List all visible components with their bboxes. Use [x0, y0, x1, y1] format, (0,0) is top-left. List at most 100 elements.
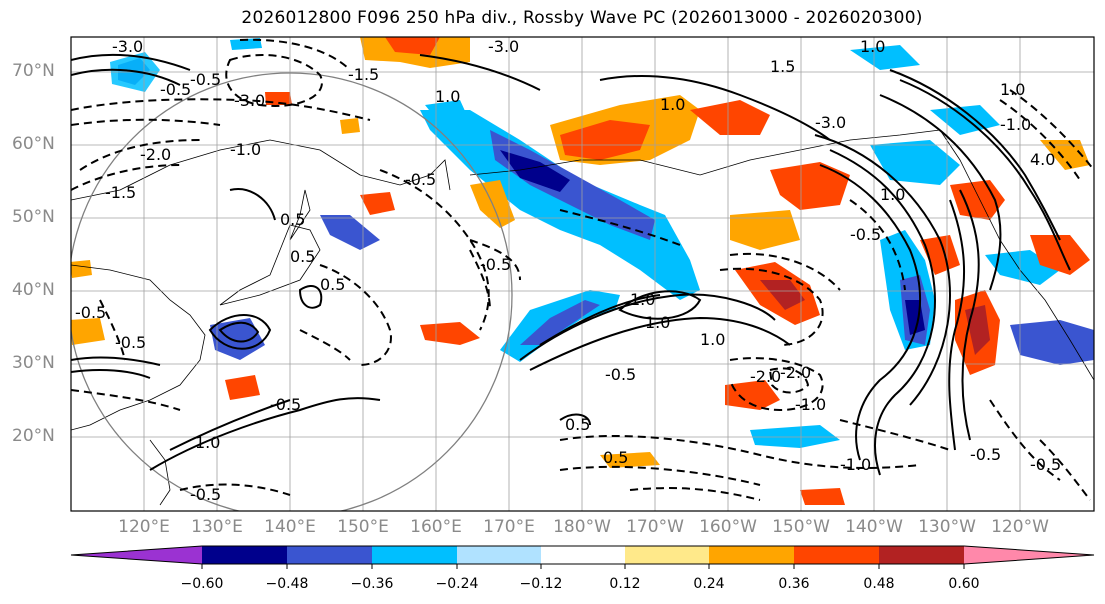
div-positive-region: [225, 375, 260, 400]
contour-label: -3.0: [112, 37, 143, 56]
div-positive-region: [920, 235, 960, 275]
colorbar-tick-label: 0.24: [693, 576, 725, 592]
div-positive-region: [360, 192, 395, 215]
contour-label: -2.0: [750, 367, 781, 386]
div-positive-region: [385, 37, 440, 55]
plot-area: [71, 37, 1094, 511]
div-positive-region: [340, 118, 360, 134]
lon-label-140w: 140°W: [845, 517, 903, 537]
contour-label: 1.0: [195, 433, 220, 452]
div-positive-region: [950, 180, 1005, 220]
contour-label: -1.0: [230, 140, 261, 159]
contour-label: -0.5: [970, 445, 1001, 464]
div-positive-region: [800, 488, 845, 505]
lon-label-150e: 150°E: [337, 517, 389, 537]
contour-label: 0.5: [290, 247, 315, 266]
colorbar-seg-6: [625, 546, 709, 564]
contour-label: 1.0: [660, 95, 685, 114]
lon-label-130w: 130°W: [918, 517, 976, 537]
contour-label: -0.5: [605, 365, 636, 384]
colorbar-tick-label: 0.36: [778, 576, 810, 592]
div-positive-region: [420, 322, 480, 345]
lat-label-50n: 50°N: [12, 207, 55, 227]
colorbar-seg-7: [709, 546, 794, 564]
contour-label: 0.5: [320, 275, 345, 294]
lat-label-20n: 20°N: [12, 426, 55, 446]
colorbar-tick-label: 0.60: [948, 576, 980, 592]
colorbar-tick-label: −0.36: [350, 576, 394, 592]
contour-label: 1.0: [880, 185, 905, 204]
contour-label: -1.0: [795, 395, 826, 414]
coastlines: [71, 129, 1094, 506]
lon-label-160w: 160°W: [699, 517, 757, 537]
colorbar-seg-2: [287, 546, 372, 564]
divergence-shading: [71, 37, 1094, 505]
contour-label: -0.5: [190, 485, 221, 504]
contour-label: -0.5: [850, 225, 881, 244]
div-positive-region: [1030, 235, 1090, 275]
plot-frame: [70, 36, 1095, 512]
contour-label: 1.0: [860, 37, 885, 56]
region-circle: [71, 72, 513, 511]
div-negative-region: [230, 38, 262, 50]
colorbar-tick-label: −0.48: [265, 576, 309, 592]
div-negative-region: [500, 150, 570, 192]
lon-label-120w: 120°W: [991, 517, 1049, 537]
colorbar-seg-3: [372, 546, 457, 564]
div-negative-region: [870, 140, 960, 185]
contour-label: -0.5: [1030, 455, 1061, 474]
div-positive-region: [760, 280, 805, 310]
div-positive-region: [560, 120, 650, 160]
div-negative-region: [1010, 320, 1094, 365]
contour-label: -0.5: [75, 303, 106, 322]
negative-contours: [71, 38, 1094, 501]
colorbar-tick-label: −0.60: [180, 576, 224, 592]
colorbar-seg-4: [457, 546, 541, 564]
contour-label: -2.0: [780, 363, 811, 382]
div-positive-region: [600, 452, 660, 468]
div-negative-region: [520, 300, 600, 345]
contour-label: -0.5: [270, 395, 301, 414]
colorbar-seg-9: [879, 546, 964, 564]
contour-label: 1.5: [770, 57, 795, 76]
map-title: 2026012800 F096 250 hPa div., Rossby Wav…: [241, 8, 923, 28]
lon-label-170w: 170°W: [626, 517, 684, 537]
div-negative-region: [490, 130, 655, 240]
lon-label-170e: 170°E: [483, 517, 535, 537]
contour-label: -1.5: [348, 65, 379, 84]
lat-label-30n: 30°N: [12, 353, 55, 373]
lat-label-70n: 70°N: [12, 61, 55, 81]
div-positive-region: [725, 380, 780, 410]
contour-label: -3.0: [234, 91, 265, 110]
contour-label: -0.5: [160, 80, 191, 99]
contour-label-group: -3.0 -0.5 -0.5 -3.0 -2.0 -1.5 -1.0 0.5 -…: [75, 37, 1061, 504]
div-negative-region: [850, 45, 920, 70]
contour-label: -0.5: [190, 70, 221, 89]
contour-label: -3.0: [815, 113, 846, 132]
div-negative-region: [750, 425, 840, 448]
lat-label-60n: 60°N: [12, 134, 55, 154]
contour-label: -3.0: [488, 37, 519, 56]
colorbar-tick-label: −0.12: [519, 576, 563, 592]
contour-label: 0.5: [280, 210, 305, 229]
contour-label: -1.0: [840, 455, 871, 474]
contour-label: -1.0: [1000, 115, 1031, 134]
lon-label-160e: 160°E: [410, 517, 462, 537]
contour-label: -2.0: [140, 145, 171, 164]
div-positive-region: [71, 318, 105, 345]
contour-label: 1.0: [630, 290, 655, 309]
div-positive-region: [770, 162, 850, 210]
graticule: [71, 37, 1094, 511]
div-positive-region: [71, 260, 92, 278]
colorbar-tick-label: 0.12: [609, 576, 641, 592]
div-negative-region: [320, 215, 380, 250]
lon-label-140e: 140°E: [264, 517, 316, 537]
colorbar-tick-label: −0.24: [435, 576, 479, 592]
contour-label: 1.0: [645, 313, 670, 332]
div-positive-region: [690, 100, 770, 135]
contour-label: 1.0: [1000, 80, 1025, 99]
lat-label-40n: 40°N: [12, 280, 55, 300]
div-positive-region: [730, 210, 800, 250]
colorbar-seg-0: [71, 546, 202, 564]
